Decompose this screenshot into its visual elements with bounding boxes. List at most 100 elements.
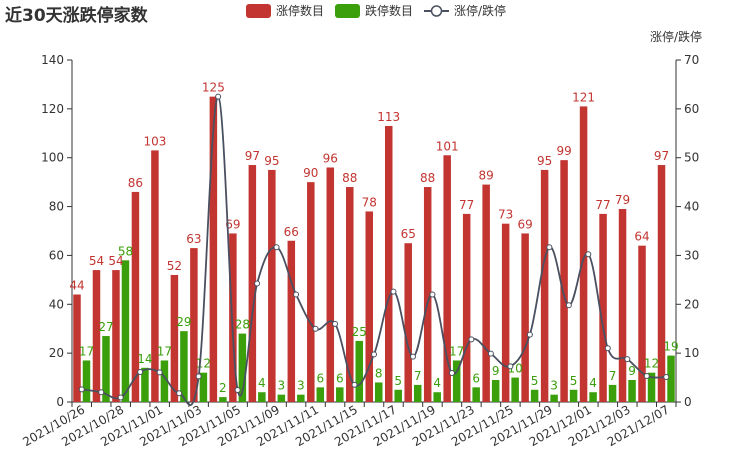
bar-limit-down[interactable] xyxy=(121,260,130,402)
bar-limit-down[interactable] xyxy=(277,394,286,402)
bar-limit-down[interactable] xyxy=(102,336,110,402)
bar-limit-down[interactable] xyxy=(491,380,500,402)
ratio-point[interactable] xyxy=(585,251,592,258)
bar-limit-down[interactable] xyxy=(375,382,383,402)
bar-limit-up[interactable] xyxy=(599,213,607,402)
ratio-point[interactable] xyxy=(195,373,202,380)
legend-item-limit-down[interactable]: 跌停数目 xyxy=(335,3,413,18)
bar-limit-down[interactable] xyxy=(628,380,636,402)
bar-limit-up[interactable] xyxy=(501,223,510,402)
ratio-point[interactable] xyxy=(487,350,494,357)
ratio-point[interactable] xyxy=(663,374,670,381)
bar-label-limit-down: 9 xyxy=(628,364,636,378)
ratio-point[interactable] xyxy=(390,288,397,295)
bar-limit-up[interactable] xyxy=(482,184,490,402)
ratio-point[interactable] xyxy=(176,390,183,397)
bar-label-limit-up: 64 xyxy=(634,230,649,244)
bar-limit-up[interactable] xyxy=(92,270,101,402)
bar-limit-down[interactable] xyxy=(608,384,617,402)
bar-limit-up[interactable] xyxy=(618,209,627,402)
bar-limit-down[interactable] xyxy=(452,360,461,402)
ratio-point[interactable] xyxy=(409,353,416,360)
ratio-point[interactable] xyxy=(332,320,339,327)
bar-limit-up[interactable] xyxy=(131,191,140,402)
bar-limit-down[interactable] xyxy=(433,392,441,402)
ratio-point[interactable] xyxy=(429,291,436,298)
ratio-point[interactable] xyxy=(565,302,572,309)
bar-limit-down[interactable] xyxy=(82,360,91,402)
ratio-point[interactable] xyxy=(526,331,533,338)
bar-limit-up[interactable] xyxy=(540,169,549,402)
bar-limit-up[interactable] xyxy=(287,240,296,402)
bar-limit-up[interactable] xyxy=(73,294,81,402)
bar-limit-down[interactable] xyxy=(550,394,558,402)
ratio-point[interactable] xyxy=(117,394,124,401)
bar-limit-down[interactable] xyxy=(394,389,402,402)
bar-limit-down[interactable] xyxy=(219,397,227,402)
bar-limit-up[interactable] xyxy=(268,169,276,402)
bar-limit-up[interactable] xyxy=(190,248,198,402)
ratio-point[interactable] xyxy=(624,356,631,363)
ratio-point[interactable] xyxy=(546,244,553,251)
bar-limit-down[interactable] xyxy=(511,377,519,402)
legend-item-limit-up[interactable]: 涨停数目 xyxy=(246,3,324,18)
bar-limit-down[interactable] xyxy=(180,331,188,402)
bar-limit-up[interactable] xyxy=(209,96,218,403)
ratio-point[interactable] xyxy=(312,325,319,332)
bar-limit-down[interactable] xyxy=(336,387,344,402)
bar-limit-down[interactable] xyxy=(667,355,675,402)
ratio-point[interactable] xyxy=(78,386,85,393)
bar-limit-down[interactable] xyxy=(647,372,656,402)
bar-limit-down[interactable] xyxy=(569,389,578,402)
bar-limit-up[interactable] xyxy=(365,211,374,402)
bar-limit-down[interactable] xyxy=(355,340,364,402)
bar-limit-up[interactable] xyxy=(307,182,315,402)
bar-limit-down[interactable] xyxy=(199,372,208,402)
ratio-point[interactable] xyxy=(137,369,144,376)
bar-limit-up[interactable] xyxy=(170,274,179,402)
ratio-point[interactable] xyxy=(293,291,300,298)
bar-label-limit-up: 97 xyxy=(245,149,260,163)
bar-limit-up[interactable] xyxy=(384,125,393,402)
legend-item-ratio[interactable]: 涨停/跌停 xyxy=(424,3,506,18)
bar-limit-up[interactable] xyxy=(423,187,432,402)
bar-limit-up[interactable] xyxy=(346,187,354,402)
bar-limit-up[interactable] xyxy=(462,213,471,402)
ratio-point[interactable] xyxy=(468,336,475,343)
ratio-point[interactable] xyxy=(507,363,514,370)
ratio-point[interactable] xyxy=(215,93,222,100)
ratio-point[interactable] xyxy=(234,386,241,393)
bar-limit-down[interactable] xyxy=(472,387,480,402)
bar-limit-down[interactable] xyxy=(316,387,325,402)
bar-limit-down[interactable] xyxy=(589,392,597,402)
bar-limit-up[interactable] xyxy=(151,150,159,402)
ratio-point[interactable] xyxy=(604,345,611,352)
bar-limit-down[interactable] xyxy=(258,392,266,402)
bar-label-limit-down: 12 xyxy=(196,357,211,371)
ratio-point[interactable] xyxy=(98,389,105,396)
bar-limit-up[interactable] xyxy=(404,243,412,402)
bar-limit-down[interactable] xyxy=(530,389,539,402)
bar-limit-up[interactable] xyxy=(657,165,666,402)
ratio-point[interactable] xyxy=(371,351,377,358)
bar-limit-up[interactable] xyxy=(638,245,646,402)
bar-limit-up[interactable] xyxy=(443,155,451,402)
y-right-tick-label: 60 xyxy=(684,102,699,116)
bar-limit-down[interactable] xyxy=(413,384,422,402)
bar-limit-up[interactable] xyxy=(560,160,568,402)
bar-limit-down[interactable] xyxy=(238,333,247,402)
bar-limit-up[interactable] xyxy=(112,270,120,402)
bar-limit-down[interactable] xyxy=(160,360,169,402)
bar-limit-down[interactable] xyxy=(297,394,305,402)
ratio-point[interactable] xyxy=(448,369,455,376)
bar-limit-up[interactable] xyxy=(579,106,588,403)
bar-limit-up[interactable] xyxy=(248,165,257,402)
bar-limit-down[interactable] xyxy=(141,367,149,402)
ratio-point[interactable] xyxy=(273,244,280,251)
ratio-point[interactable] xyxy=(643,372,650,379)
bar-limit-up[interactable] xyxy=(326,167,335,402)
ratio-point[interactable] xyxy=(254,280,261,287)
bar-limit-up[interactable] xyxy=(521,233,529,402)
ratio-point[interactable] xyxy=(156,369,163,376)
ratio-point[interactable] xyxy=(351,381,358,388)
